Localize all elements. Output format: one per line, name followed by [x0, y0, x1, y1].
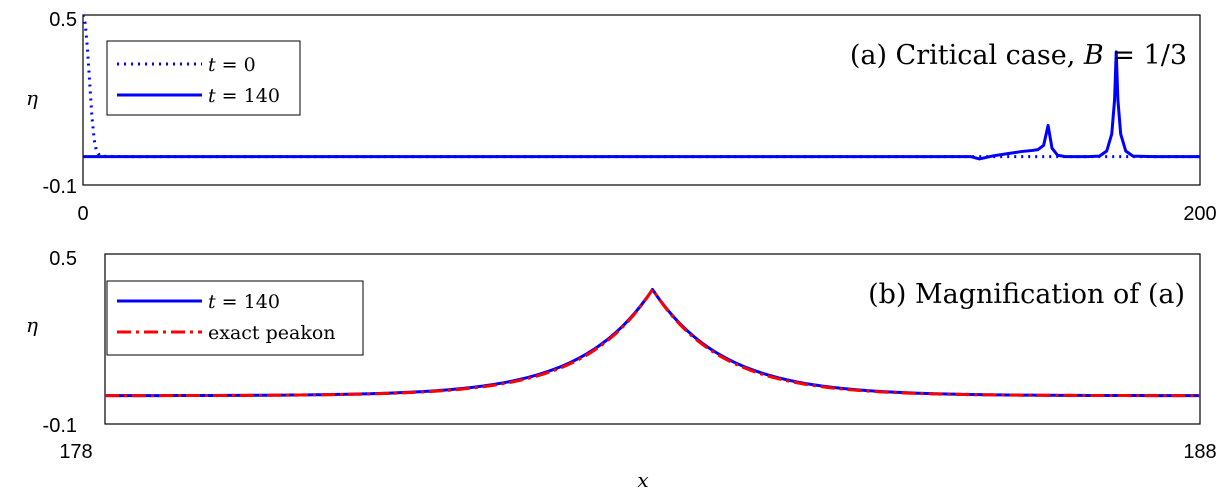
annotation-a-rel: = 1/3	[1104, 40, 1187, 71]
legend-b: t = 140 exact peakon	[106, 280, 364, 356]
annotation-a-text: (a) Critical case,	[850, 40, 1084, 71]
legend-entry-a-t0: t = 0	[208, 54, 256, 76]
series-line-t-140	[83, 50, 1200, 161]
legend-entry-b-t140: t = 140	[208, 291, 280, 313]
panel-b: 0.5 -0.1 178 188 η x (b) Magnification o…	[26, 248, 1217, 492]
y-tick-bottom-a: -0.1	[43, 176, 77, 198]
x-tick-left-a: 0	[77, 203, 88, 225]
annotation-a-var: B	[1083, 40, 1104, 71]
panel-annotation-b: (b) Magnification of (a)	[868, 279, 1185, 310]
y-axis-label-b: η	[26, 313, 38, 337]
x-tick-left-b: 178	[59, 441, 92, 463]
y-tick-bottom-b: -0.1	[43, 415, 77, 437]
legend-var: t	[208, 85, 216, 107]
legend-var: t	[208, 291, 216, 313]
legend-rel: = 140	[216, 291, 280, 313]
x-axis-label: x	[637, 468, 648, 492]
y-tick-top-a: 0.5	[49, 9, 77, 31]
legend-rel: = 0	[216, 54, 256, 76]
annotation-b-text: (b) Magnification of (a)	[868, 279, 1185, 310]
legend-a: t = 0 t = 140	[106, 40, 301, 116]
legend-box-a	[106, 40, 301, 116]
y-axis-label-a: η	[26, 86, 38, 110]
plot-area-a	[83, 15, 1200, 161]
panel-a: 0.5 -0.1 0 200 η (a) Critical case, B = …	[26, 9, 1217, 225]
legend-box-b	[106, 280, 364, 356]
y-tick-top-b: 0.5	[49, 248, 77, 270]
legend-var: t	[208, 54, 216, 76]
plot-area-b	[105, 287, 1200, 398]
x-tick-right-a: 200	[1183, 203, 1216, 225]
legend-entry-b-peakon: exact peakon	[208, 322, 336, 344]
series-line-exact-peakon	[105, 287, 1200, 398]
legend-rel: = 140	[216, 85, 280, 107]
x-tick-right-b: 188	[1183, 441, 1216, 463]
legend-entry-a-t140: t = 140	[208, 85, 280, 107]
panel-annotation-a: (a) Critical case, B = 1/3	[850, 40, 1187, 71]
